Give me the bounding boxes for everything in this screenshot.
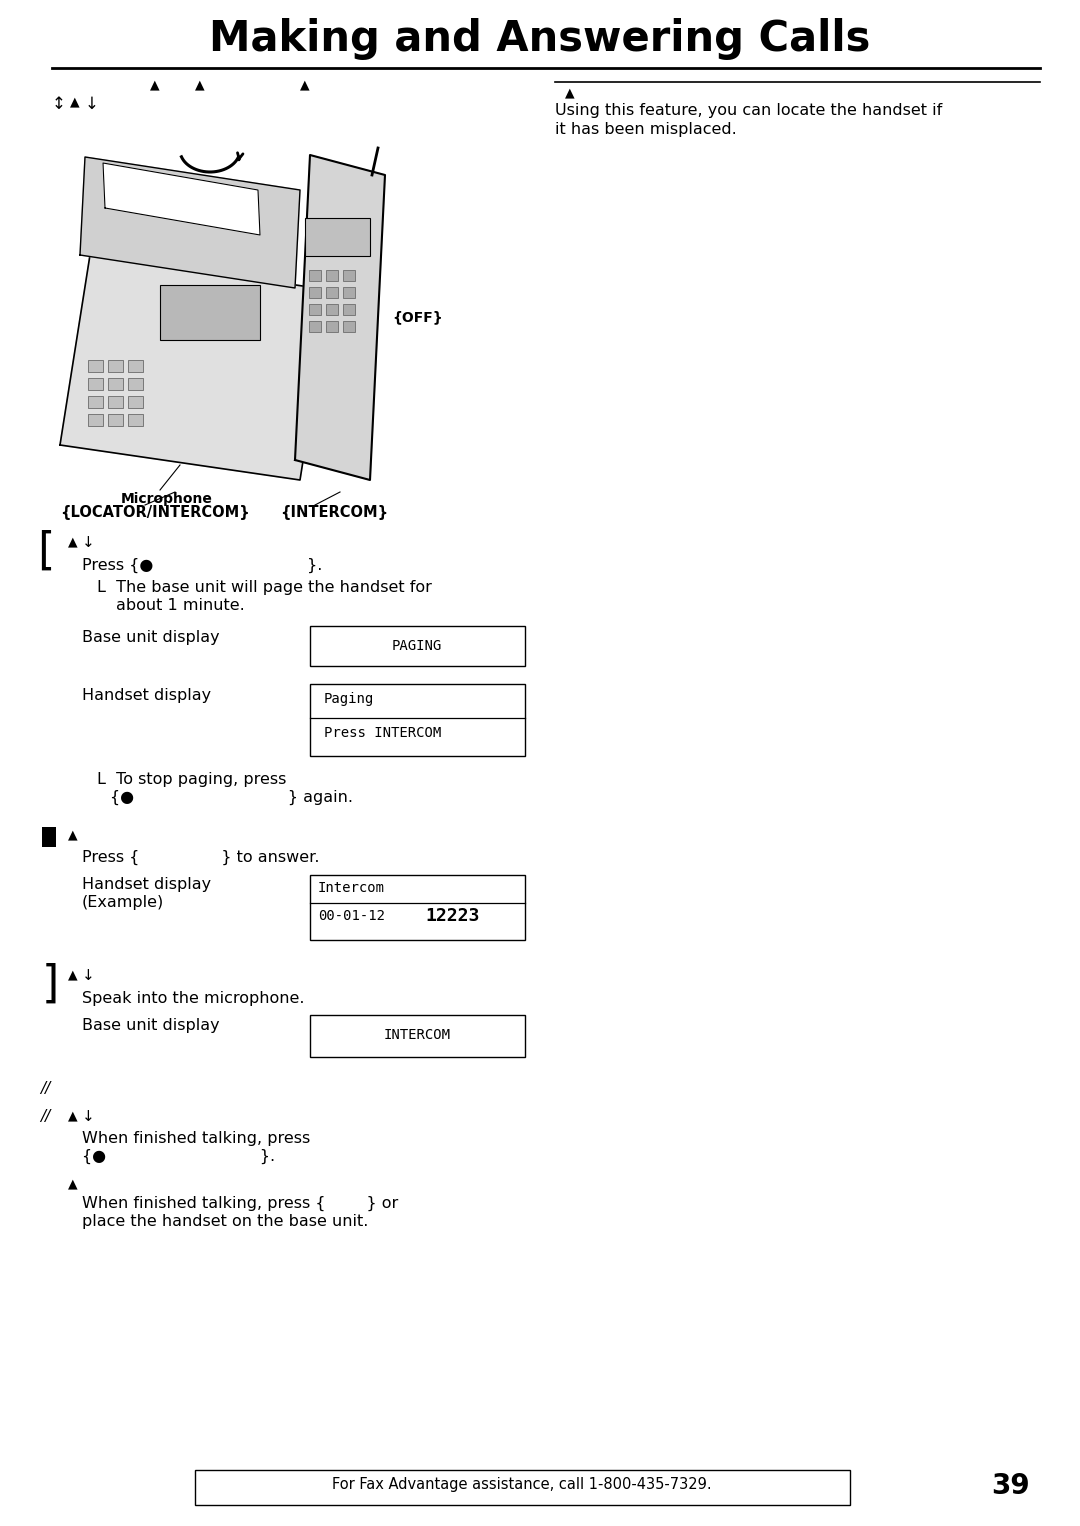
Text: L  The base unit will page the handset for: L The base unit will page the handset fo… [97, 580, 432, 595]
Bar [343, 270, 355, 281]
Polygon shape [60, 255, 330, 481]
Text: PAGING: PAGING [392, 639, 442, 653]
Bar [326, 304, 338, 314]
Text: ▲: ▲ [70, 95, 80, 108]
Text: 39: 39 [991, 1473, 1030, 1500]
Text: Intercom: Intercom [318, 881, 384, 896]
Text: {●                              }.: {● }. [82, 1149, 275, 1164]
Bar [310, 874, 525, 940]
Bar [87, 378, 103, 391]
Text: 12223: 12223 [426, 906, 480, 925]
Polygon shape [103, 163, 260, 235]
Text: Paging: Paging [324, 691, 375, 707]
Text: When finished talking, press: When finished talking, press [82, 1131, 310, 1146]
Bar [343, 320, 355, 333]
Bar [87, 397, 103, 407]
Text: When finished talking, press {        } or: When finished talking, press { } or [82, 1196, 399, 1212]
Text: For Fax Advantage assistance, call 1-800-435-7329.: For Fax Advantage assistance, call 1-800… [333, 1477, 712, 1492]
Bar [309, 320, 321, 333]
Bar [326, 320, 338, 333]
Text: Using this feature, you can locate the handset if: Using this feature, you can locate the h… [555, 102, 942, 118]
Bar [310, 1015, 525, 1058]
Text: Speak into the microphone.: Speak into the microphone. [82, 990, 305, 1006]
Bar [108, 360, 123, 372]
Bar [310, 626, 525, 665]
Text: Making and Answering Calls: Making and Answering Calls [210, 18, 870, 60]
Text: it has been misplaced.: it has been misplaced. [555, 122, 737, 137]
Text: about 1 minute.: about 1 minute. [116, 598, 245, 613]
Bar [129, 378, 143, 391]
Text: ]: ] [42, 963, 59, 1006]
Bar [343, 304, 355, 314]
Text: ▲: ▲ [68, 829, 78, 841]
Text: ▲: ▲ [150, 78, 160, 92]
Text: ↓: ↓ [85, 95, 99, 113]
Bar [87, 414, 103, 426]
Text: Handset display: Handset display [82, 688, 211, 703]
Text: ▲: ▲ [565, 85, 575, 99]
Bar [309, 287, 321, 298]
Text: Microphone: Microphone [121, 491, 213, 507]
Bar [108, 378, 123, 391]
Text: ▲: ▲ [68, 1177, 78, 1190]
Bar [195, 1470, 850, 1505]
Bar [42, 827, 56, 847]
Bar [343, 287, 355, 298]
Text: ▲: ▲ [68, 536, 78, 548]
Text: [: [ [37, 530, 54, 572]
Text: //: // [40, 1109, 51, 1125]
Text: ↕: ↕ [52, 95, 66, 113]
Text: {●                              } again.: {● } again. [110, 790, 353, 806]
Text: (Example): (Example) [82, 896, 164, 909]
Bar [129, 397, 143, 407]
Text: ↓: ↓ [82, 536, 95, 549]
Text: Base unit display: Base unit display [82, 1018, 219, 1033]
Text: {LOCATOR/INTERCOM}: {LOCATOR/INTERCOM} [60, 505, 249, 520]
Text: Press INTERCOM: Press INTERCOM [324, 726, 442, 740]
Polygon shape [80, 157, 300, 288]
Bar [108, 397, 123, 407]
Text: ↓: ↓ [82, 967, 95, 983]
Text: place the handset on the base unit.: place the handset on the base unit. [82, 1215, 368, 1228]
Bar [309, 304, 321, 314]
Text: Handset display: Handset display [82, 877, 211, 893]
Text: {INTERCOM}: {INTERCOM} [280, 505, 388, 520]
Bar [129, 360, 143, 372]
Bar [108, 414, 123, 426]
Text: 00-01-12: 00-01-12 [318, 909, 384, 923]
Text: ▲: ▲ [68, 1109, 78, 1122]
Text: {OFF}: {OFF} [392, 310, 443, 324]
Bar [326, 287, 338, 298]
Bar [309, 270, 321, 281]
Text: Press {●                              }.: Press {● }. [82, 559, 322, 574]
Text: ▲: ▲ [195, 78, 205, 92]
Text: ↓: ↓ [82, 1109, 95, 1125]
Text: L  To stop paging, press: L To stop paging, press [97, 772, 286, 787]
Bar [326, 270, 338, 281]
Text: Press {                } to answer.: Press { } to answer. [82, 850, 320, 865]
Bar [129, 414, 143, 426]
Bar [160, 285, 260, 340]
Text: ▲: ▲ [300, 78, 310, 92]
Text: INTERCOM: INTERCOM [383, 1029, 450, 1042]
Polygon shape [295, 156, 384, 481]
Text: Base unit display: Base unit display [82, 630, 219, 645]
Bar [310, 684, 525, 755]
Bar [87, 360, 103, 372]
Text: ▲: ▲ [68, 967, 78, 981]
Bar [305, 218, 370, 256]
Text: //: // [40, 1080, 51, 1096]
